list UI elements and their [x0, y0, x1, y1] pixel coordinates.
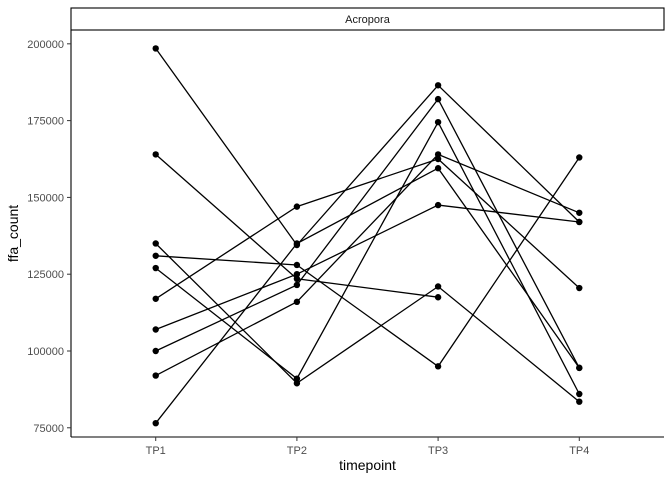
series-line [155, 97, 580, 369]
data-point [434, 155, 442, 163]
facet-strip-label: Acropora [345, 14, 391, 26]
series-line [155, 48, 580, 247]
series-line [155, 158, 580, 300]
data-point [293, 203, 301, 210]
data-point [152, 372, 159, 379]
data-point [576, 154, 583, 161]
y-tick-label: 150000 [27, 192, 64, 204]
x-tick-label: TP1 [146, 445, 166, 457]
data-point [293, 281, 301, 289]
x-tick-label: TP4 [569, 445, 589, 457]
x-tick-label: TP3 [428, 445, 448, 457]
y-axis-title: ffa_count [5, 205, 21, 262]
data-point [434, 165, 442, 172]
series-8 [152, 95, 583, 372]
series-5 [152, 118, 583, 398]
data-point [434, 294, 442, 301]
data-point [152, 326, 159, 333]
data-point [434, 95, 442, 103]
data-point [293, 375, 301, 382]
series-7 [152, 201, 583, 333]
y-ticks: 75000 100000 125000 150000 175000 200000 [27, 39, 71, 435]
series-line [155, 204, 580, 331]
series-line [155, 157, 580, 368]
data-point [434, 82, 442, 89]
y-tick-label: 75000 [33, 423, 64, 435]
data-point [152, 264, 159, 272]
series-10 [152, 165, 583, 427]
data-point [152, 347, 159, 355]
data-point [293, 380, 301, 387]
series-line [155, 243, 580, 403]
data-point [576, 209, 583, 216]
data-point [576, 398, 583, 405]
series-line [155, 153, 580, 377]
data-point [434, 363, 442, 370]
x-axis-title: timepoint [339, 457, 396, 473]
facet-strip-box [70, 7, 665, 31]
series-layer [152, 45, 583, 427]
data-point [293, 271, 301, 278]
series-2 [152, 151, 442, 301]
y-tick-label: 200000 [27, 39, 64, 51]
y-tick-label: 125000 [27, 269, 64, 281]
data-point [152, 295, 159, 302]
data-point [576, 390, 583, 398]
data-point [434, 283, 442, 290]
series-3 [152, 240, 583, 405]
series-4 [152, 154, 583, 370]
data-point [293, 275, 301, 283]
data-point [434, 151, 442, 158]
series-1 [152, 45, 583, 249]
data-point [576, 364, 583, 372]
series-9 [152, 151, 583, 379]
series-line [155, 120, 580, 395]
data-point [434, 118, 442, 126]
data-point [293, 261, 301, 269]
x-ticks: TP1 TP2 TP3 TP4 [146, 437, 589, 457]
data-point [152, 252, 159, 259]
data-point [293, 298, 301, 306]
data-point [152, 419, 159, 427]
data-point [434, 201, 442, 209]
data-point [152, 240, 159, 247]
data-point [152, 151, 159, 158]
series-6 [152, 155, 583, 302]
data-point [152, 45, 159, 52]
y-tick-label: 175000 [27, 116, 64, 128]
data-point [576, 284, 583, 292]
x-tick-label: TP2 [287, 445, 307, 457]
data-point [576, 218, 583, 226]
facet-strip: Acropora [70, 7, 665, 31]
data-point [293, 240, 301, 247]
y-tick-label: 100000 [27, 346, 64, 358]
series-line [155, 167, 580, 424]
